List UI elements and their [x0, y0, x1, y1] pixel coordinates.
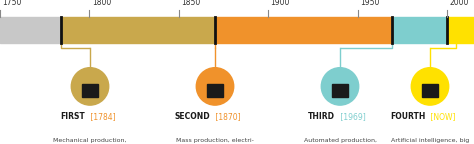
Text: FIRST: FIRST	[61, 112, 85, 121]
Text: 1950: 1950	[360, 0, 380, 7]
Ellipse shape	[321, 68, 359, 105]
Ellipse shape	[71, 68, 109, 105]
Text: Mass production, electri-
cal power, and the advent
of the assembly line: Mass production, electri- cal power, and…	[173, 138, 256, 144]
Bar	[421, 84, 438, 97]
Text: Automated production,
electronics, and
computers: Automated production, electronics, and c…	[303, 138, 376, 144]
Text: 1800: 1800	[92, 0, 111, 7]
Text: Artificial intelligence, big
data, robotics, and more
to come: Artificial intelligence, big data, robot…	[391, 138, 469, 144]
Text: 1900: 1900	[271, 0, 290, 7]
Text: FOURTH: FOURTH	[390, 112, 425, 121]
Bar	[215, 17, 392, 43]
Text: THIRD: THIRD	[308, 112, 335, 121]
Text: [1969]: [1969]	[337, 112, 365, 121]
Text: SECOND: SECOND	[174, 112, 210, 121]
Bar	[392, 17, 447, 43]
Bar	[61, 17, 215, 43]
Bar	[447, 17, 474, 43]
Text: [1870]: [1870]	[213, 112, 240, 121]
Bar	[332, 84, 348, 97]
Bar	[0, 17, 61, 43]
Ellipse shape	[411, 68, 449, 105]
Text: [1784]: [1784]	[88, 112, 115, 121]
Text: [NOW]: [NOW]	[428, 112, 455, 121]
Ellipse shape	[196, 68, 234, 105]
Text: 1750: 1750	[2, 0, 22, 7]
Text: 1850: 1850	[181, 0, 201, 7]
Bar	[82, 84, 99, 97]
Bar	[207, 84, 223, 97]
Text: Mechanical production,
railroads, and steam
power: Mechanical production, railroads, and st…	[53, 138, 127, 144]
Text: 2000: 2000	[449, 0, 469, 7]
